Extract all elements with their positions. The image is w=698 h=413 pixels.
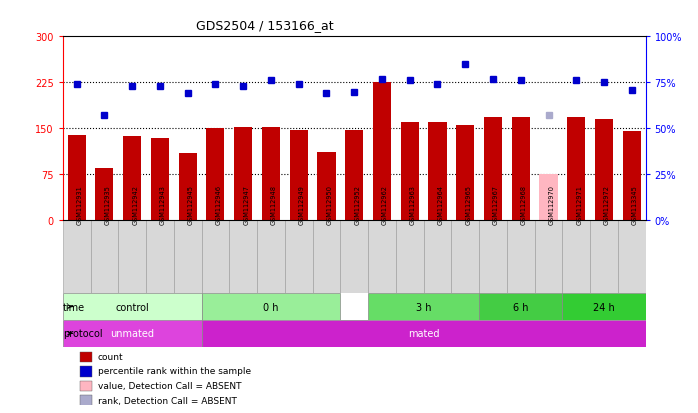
Bar xyxy=(424,221,452,294)
Bar xyxy=(257,221,285,294)
Bar xyxy=(507,221,535,294)
Bar xyxy=(618,221,646,294)
Text: control: control xyxy=(115,302,149,312)
Bar xyxy=(91,221,119,294)
Bar xyxy=(318,152,336,221)
Bar xyxy=(456,126,474,221)
Text: GSM112942: GSM112942 xyxy=(132,185,138,225)
Bar xyxy=(80,396,92,406)
Bar xyxy=(396,221,424,294)
Text: GSM112946: GSM112946 xyxy=(216,185,221,225)
Bar xyxy=(341,221,368,294)
Text: protocol: protocol xyxy=(63,328,103,338)
Text: unmated: unmated xyxy=(110,328,154,338)
Text: GSM112971: GSM112971 xyxy=(577,185,582,225)
Text: GDS2504 / 153166_at: GDS2504 / 153166_at xyxy=(196,19,334,31)
Bar xyxy=(563,221,590,294)
Bar xyxy=(285,221,313,294)
Bar xyxy=(368,294,479,320)
Bar xyxy=(452,221,479,294)
Bar xyxy=(590,221,618,294)
Text: GSM112963: GSM112963 xyxy=(410,185,416,225)
Bar xyxy=(479,294,563,320)
Bar xyxy=(567,118,586,221)
Bar xyxy=(63,294,202,320)
Bar xyxy=(368,221,396,294)
Text: GSM112952: GSM112952 xyxy=(354,185,360,225)
Bar xyxy=(202,294,341,320)
Text: value, Detection Call = ABSENT: value, Detection Call = ABSENT xyxy=(98,381,242,390)
Text: GSM112967: GSM112967 xyxy=(493,185,499,225)
Bar xyxy=(313,221,341,294)
Bar xyxy=(202,221,230,294)
Bar xyxy=(80,352,92,362)
Bar xyxy=(68,135,86,221)
Text: GSM112950: GSM112950 xyxy=(327,185,332,225)
Text: 24 h: 24 h xyxy=(593,302,615,312)
Text: rank, Detection Call = ABSENT: rank, Detection Call = ABSENT xyxy=(98,396,237,405)
Bar xyxy=(119,221,146,294)
Text: GSM112948: GSM112948 xyxy=(271,185,277,225)
Text: count: count xyxy=(98,352,124,361)
Bar xyxy=(429,123,447,221)
Text: GSM112972: GSM112972 xyxy=(604,185,610,225)
Bar xyxy=(595,120,613,221)
Text: GSM112947: GSM112947 xyxy=(243,185,249,225)
Text: GSM112964: GSM112964 xyxy=(438,185,443,225)
Bar xyxy=(262,127,280,221)
Bar xyxy=(63,221,91,294)
Bar xyxy=(151,138,169,221)
Bar xyxy=(96,169,114,221)
Bar xyxy=(484,118,502,221)
Bar xyxy=(179,154,197,221)
Bar xyxy=(479,221,507,294)
Bar xyxy=(535,221,563,294)
Bar xyxy=(401,123,419,221)
Bar xyxy=(563,294,646,320)
Bar xyxy=(63,320,202,347)
Bar xyxy=(174,221,202,294)
Text: GSM112931: GSM112931 xyxy=(77,185,82,225)
Bar xyxy=(230,221,257,294)
Bar xyxy=(80,381,92,392)
Bar xyxy=(207,129,225,221)
Bar xyxy=(540,175,558,221)
Text: GSM112968: GSM112968 xyxy=(521,185,527,225)
Text: mated: mated xyxy=(408,328,439,338)
Bar xyxy=(202,320,646,347)
Bar xyxy=(290,131,308,221)
Text: percentile rank within the sample: percentile rank within the sample xyxy=(98,367,251,375)
Bar xyxy=(123,136,141,221)
Text: GSM112965: GSM112965 xyxy=(466,185,471,225)
Bar xyxy=(146,221,174,294)
Text: GSM113345: GSM113345 xyxy=(632,185,638,225)
Text: 3 h: 3 h xyxy=(416,302,431,312)
Text: GSM112970: GSM112970 xyxy=(549,185,554,225)
Text: GSM112935: GSM112935 xyxy=(105,185,110,225)
Text: time: time xyxy=(63,302,85,312)
Bar xyxy=(623,132,641,221)
Text: GSM112962: GSM112962 xyxy=(382,185,388,225)
Text: GSM112943: GSM112943 xyxy=(160,185,166,225)
Text: 6 h: 6 h xyxy=(513,302,528,312)
Bar xyxy=(235,128,252,221)
Bar xyxy=(80,366,92,377)
Text: 0 h: 0 h xyxy=(263,302,279,312)
Bar xyxy=(512,118,530,221)
Text: GSM112945: GSM112945 xyxy=(188,185,194,225)
Text: GSM112949: GSM112949 xyxy=(299,185,305,225)
Bar xyxy=(346,131,363,221)
Bar xyxy=(373,83,391,221)
